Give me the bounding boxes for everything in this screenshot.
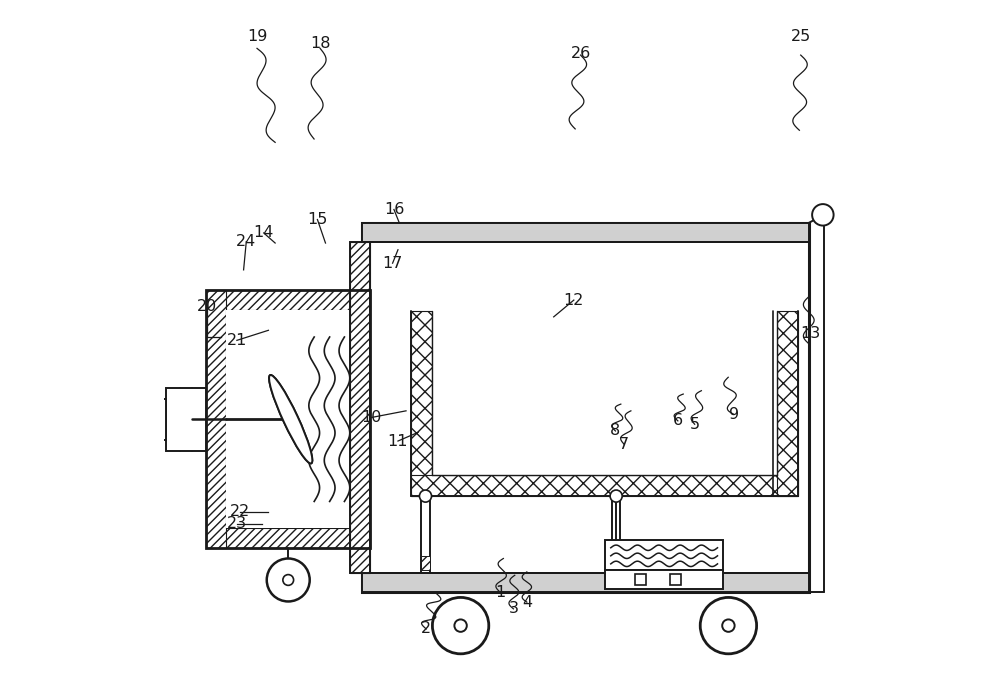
Circle shape [432, 597, 489, 654]
Circle shape [454, 619, 467, 632]
Bar [605, 570, 723, 588]
Text: 9: 9 [729, 406, 739, 422]
Bar [362, 574, 809, 592]
Text: 21: 21 [227, 333, 247, 348]
Circle shape [267, 559, 310, 601]
Circle shape [700, 597, 757, 654]
Bar [635, 574, 646, 584]
Text: 14: 14 [254, 226, 274, 241]
Bar [206, 528, 370, 549]
Text: 20: 20 [197, 299, 217, 314]
Text: 2: 2 [421, 621, 431, 636]
Bar [421, 557, 430, 570]
Bar [226, 310, 350, 528]
Text: 11: 11 [388, 433, 408, 448]
Text: 25: 25 [791, 29, 811, 44]
Circle shape [722, 619, 735, 632]
Bar [350, 242, 370, 574]
Bar [147, 399, 166, 440]
Text: 15: 15 [307, 212, 328, 227]
Bar [350, 242, 370, 574]
Circle shape [419, 490, 432, 502]
Bar [670, 574, 681, 584]
Text: 19: 19 [247, 29, 267, 44]
Text: 26: 26 [570, 47, 591, 61]
Text: 6: 6 [673, 413, 683, 429]
Text: 3: 3 [508, 601, 518, 616]
Bar [605, 540, 723, 570]
Bar [432, 311, 777, 474]
Bar [777, 311, 798, 496]
Bar [206, 290, 226, 549]
Text: 22: 22 [229, 504, 250, 519]
Bar [166, 388, 206, 452]
Circle shape [283, 575, 294, 585]
Text: 7: 7 [619, 437, 629, 452]
Text: 4: 4 [522, 594, 532, 609]
Text: 16: 16 [384, 202, 404, 217]
Bar [206, 290, 370, 549]
Bar [206, 290, 370, 310]
Text: 8: 8 [610, 423, 621, 439]
Text: 5: 5 [690, 417, 700, 432]
Circle shape [812, 204, 834, 226]
Ellipse shape [269, 375, 312, 464]
Bar [362, 223, 809, 592]
Circle shape [610, 490, 622, 502]
Text: 17: 17 [382, 255, 403, 271]
Text: 10: 10 [361, 410, 381, 425]
Ellipse shape [269, 375, 312, 464]
Bar [411, 474, 798, 496]
Bar [206, 290, 370, 549]
Text: 13: 13 [800, 326, 820, 341]
Text: 1: 1 [495, 584, 505, 600]
Bar [362, 223, 809, 242]
Text: 18: 18 [310, 36, 330, 51]
Bar [350, 290, 370, 549]
Bar [411, 311, 432, 496]
Text: 12: 12 [564, 293, 584, 307]
Text: 23: 23 [227, 516, 247, 531]
Text: 24: 24 [236, 234, 256, 249]
Bar [411, 311, 798, 496]
